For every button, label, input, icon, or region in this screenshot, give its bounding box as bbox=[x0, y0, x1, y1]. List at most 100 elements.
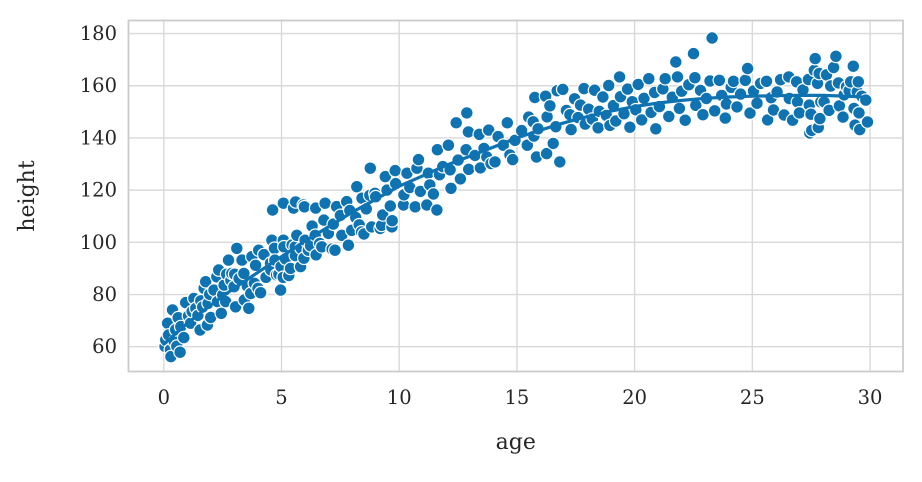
data-point bbox=[539, 146, 554, 161]
data-point bbox=[712, 73, 727, 88]
data-point bbox=[596, 90, 610, 104]
data-point bbox=[488, 154, 502, 169]
data-point bbox=[363, 161, 378, 176]
data-point bbox=[441, 138, 456, 153]
data-point bbox=[297, 199, 312, 214]
data-point bbox=[718, 111, 733, 125]
data-point bbox=[500, 115, 515, 130]
data-point bbox=[328, 243, 342, 258]
data-point bbox=[846, 59, 861, 74]
y-tick-label: 180 bbox=[80, 22, 117, 45]
data-point bbox=[383, 199, 398, 213]
x-tick-label: 10 bbox=[387, 386, 412, 409]
data-point bbox=[760, 112, 775, 127]
data-point bbox=[318, 196, 333, 211]
data-point bbox=[221, 253, 236, 268]
x-tick-label: 25 bbox=[740, 386, 765, 409]
data-point bbox=[730, 99, 744, 114]
regression-line bbox=[162, 93, 870, 346]
data-point bbox=[672, 101, 687, 116]
data-point bbox=[505, 152, 520, 167]
data-point bbox=[705, 31, 719, 45]
data-point bbox=[836, 110, 850, 124]
data-point bbox=[378, 169, 393, 184]
data-point bbox=[829, 49, 843, 64]
y-tick-label: 80 bbox=[92, 283, 117, 306]
data-point bbox=[759, 74, 774, 89]
data-point bbox=[623, 120, 637, 135]
data-point bbox=[707, 103, 722, 118]
x-tick-label: 5 bbox=[275, 386, 287, 409]
data-point bbox=[738, 73, 753, 88]
data-point bbox=[726, 74, 741, 89]
x-axis-label: age bbox=[496, 430, 536, 455]
data-point bbox=[461, 162, 476, 177]
data-point bbox=[740, 61, 755, 76]
data-point bbox=[449, 115, 464, 130]
data-point bbox=[349, 179, 364, 194]
x-tick-label: 20 bbox=[622, 386, 647, 409]
data-point bbox=[543, 98, 557, 113]
data-point bbox=[173, 345, 188, 360]
data-point bbox=[733, 87, 748, 101]
data-point bbox=[634, 112, 649, 127]
data-point bbox=[481, 123, 496, 138]
y-tick-label: 140 bbox=[80, 126, 117, 149]
data-point bbox=[808, 51, 823, 66]
data-point bbox=[214, 306, 229, 321]
data-point bbox=[426, 187, 441, 201]
data-point bbox=[564, 122, 578, 137]
y-tick-label: 100 bbox=[80, 231, 117, 254]
data-point bbox=[411, 152, 426, 167]
data-point bbox=[851, 74, 866, 89]
x-tick-label: 30 bbox=[858, 386, 883, 409]
data-point bbox=[385, 213, 400, 228]
data-point bbox=[341, 238, 356, 253]
data-point bbox=[408, 199, 423, 214]
data-point bbox=[248, 258, 263, 273]
data-point bbox=[750, 96, 764, 111]
data-point bbox=[670, 69, 685, 84]
y-tick-label: 60 bbox=[92, 335, 117, 358]
data-point bbox=[631, 77, 646, 92]
x-tick-label: 0 bbox=[158, 386, 170, 409]
data-point bbox=[601, 78, 616, 93]
data-point bbox=[176, 330, 191, 345]
data-point bbox=[459, 105, 474, 120]
data-point bbox=[555, 82, 570, 97]
data-point bbox=[612, 69, 627, 84]
regression-line-layer bbox=[162, 93, 870, 346]
axes-spines bbox=[127, 19, 904, 373]
data-point bbox=[641, 71, 656, 86]
data-point bbox=[852, 105, 866, 120]
data-point bbox=[743, 106, 757, 120]
data-point bbox=[860, 115, 875, 129]
data-point bbox=[273, 283, 288, 298]
data-point bbox=[591, 120, 605, 135]
data-point bbox=[552, 154, 567, 169]
data-point bbox=[265, 203, 280, 217]
scatter-points bbox=[158, 31, 875, 364]
data-point bbox=[696, 107, 710, 122]
x-tick-label: 15 bbox=[505, 386, 530, 409]
data-point bbox=[388, 163, 403, 178]
data-point bbox=[546, 136, 561, 151]
data-point bbox=[813, 111, 827, 126]
data-point bbox=[826, 60, 841, 75]
data-point bbox=[430, 203, 444, 217]
data-point bbox=[688, 70, 702, 85]
data-point bbox=[661, 109, 676, 124]
data-point bbox=[236, 266, 251, 281]
data-point bbox=[668, 55, 683, 69]
data-point bbox=[241, 301, 256, 316]
data-point bbox=[413, 184, 428, 199]
gridlines bbox=[128, 20, 903, 372]
data-point bbox=[648, 121, 663, 136]
y-tick-label: 160 bbox=[80, 74, 117, 97]
data-point bbox=[253, 285, 268, 300]
data-point bbox=[686, 46, 701, 61]
data-point bbox=[678, 113, 693, 128]
tick-labels: 0 5 10 15 20 25 30 60 80 100 120 140 160 180 bbox=[80, 22, 883, 409]
